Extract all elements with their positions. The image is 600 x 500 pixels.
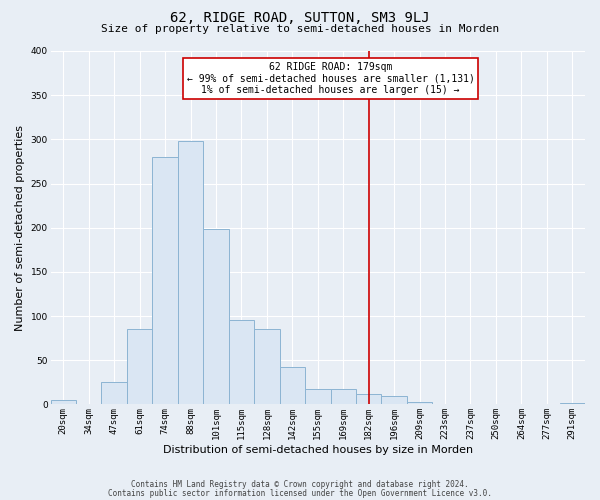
Text: 62 RIDGE ROAD: 179sqm
← 99% of semi-detached houses are smaller (1,131)
1% of se: 62 RIDGE ROAD: 179sqm ← 99% of semi-deta… <box>187 62 475 95</box>
Text: 62, RIDGE ROAD, SUTTON, SM3 9LJ: 62, RIDGE ROAD, SUTTON, SM3 9LJ <box>170 12 430 26</box>
Text: Contains HM Land Registry data © Crown copyright and database right 2024.: Contains HM Land Registry data © Crown c… <box>131 480 469 489</box>
Y-axis label: Number of semi-detached properties: Number of semi-detached properties <box>15 124 25 330</box>
Bar <box>152 157 178 404</box>
Bar <box>356 394 382 404</box>
Bar <box>50 400 76 404</box>
Bar <box>407 402 433 404</box>
X-axis label: Distribution of semi-detached houses by size in Morden: Distribution of semi-detached houses by … <box>163 445 473 455</box>
Bar <box>203 230 229 404</box>
Bar <box>178 141 203 405</box>
Bar <box>229 320 254 404</box>
Text: Contains public sector information licensed under the Open Government Licence v3: Contains public sector information licen… <box>108 488 492 498</box>
Bar <box>305 388 331 404</box>
Bar <box>280 368 305 405</box>
Bar <box>101 382 127 404</box>
Bar <box>382 396 407 404</box>
Text: Size of property relative to semi-detached houses in Morden: Size of property relative to semi-detach… <box>101 24 499 34</box>
Bar <box>127 330 152 404</box>
Bar <box>254 330 280 404</box>
Bar <box>331 388 356 404</box>
Bar <box>560 402 585 404</box>
